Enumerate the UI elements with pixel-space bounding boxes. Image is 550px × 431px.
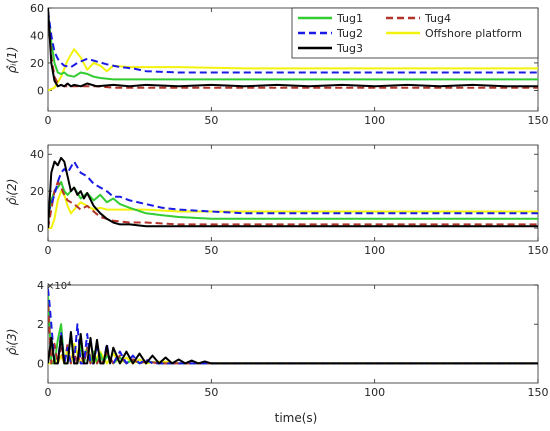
y-tick-label-1-40: 40	[30, 148, 44, 161]
axes-box-1	[47, 144, 539, 242]
legend-entry-tug1: Tug1	[298, 12, 363, 25]
series-tug2-panel-1	[48, 10, 538, 74]
subplot-rho3-multiplier: ×10⁴	[46, 281, 71, 292]
legend-label-tug4: Tug4	[424, 12, 451, 25]
y-tick-label-0-20: 20	[30, 57, 44, 70]
x-axis-label: time(s)	[275, 411, 318, 425]
y-tick-label-0-40: 40	[30, 29, 44, 42]
legend: Tug1 Tug2 Tug3 Tug4 Offshore platform	[291, 7, 539, 59]
legend-entry-offshore-platform: Offshore platform	[386, 27, 522, 40]
legend-entry-tug2: Tug2	[298, 27, 363, 40]
legend-entry-tug3: Tug3	[298, 42, 363, 55]
axes-box-2	[47, 284, 539, 384]
series-tug2-panel-2	[48, 160, 538, 215]
subplot-rho1-ylabel: ρ̂ᵢ(1)	[5, 47, 19, 74]
legend-label-tug2: Tug2	[336, 27, 363, 40]
x-tick-label-0-50: 50	[204, 114, 218, 127]
series-tug3-panel-3	[48, 331, 538, 365]
series-tug1-panel-1	[48, 14, 538, 81]
subplot-rho3-ylabel: ρ̂ᵢ(3)	[5, 329, 19, 356]
series-tug3-panel-2	[48, 156, 538, 229]
y-tick-label-0-60: 60	[30, 2, 44, 15]
subplot-rho2: ρ̂ᵢ(2) 0 50 100 150 0 20 40	[5, 144, 549, 257]
x-tick-label-1-150: 150	[528, 244, 549, 257]
y-tick-label-2-2: 2	[37, 318, 44, 331]
x-tick-label-1-0: 0	[45, 244, 52, 257]
y-tick-label-2-0: 0	[37, 357, 44, 370]
subplot-rho2-ylabel: ρ̂ᵢ(2)	[5, 179, 19, 206]
subplot-rho3: ρ̂ᵢ(3) ×10⁴ 0 50 100 150 0 2 4	[5, 279, 549, 399]
subplot-rho1: ρ̂ᵢ(1) 0 50 100 150 0 20 40 60	[5, 2, 549, 127]
series-tug3-panel-1	[48, 8, 538, 88]
x-tick-label-2-0: 0	[45, 386, 52, 399]
x-tick-label-1-50: 50	[204, 244, 218, 257]
y-tick-label-0-0: 0	[37, 84, 44, 97]
legend-label-offshore-platform: Offshore platform	[425, 27, 522, 40]
x-tick-label-1-100: 100	[364, 244, 385, 257]
legend-label-tug1: Tug1	[336, 12, 363, 25]
y-tick-label-1-20: 20	[30, 185, 44, 198]
legend-label-tug3: Tug3	[336, 42, 363, 55]
x-tick-label-2-50: 50	[204, 386, 218, 399]
x-tick-label-2-150: 150	[528, 386, 549, 399]
y-tick-label-1-0: 0	[37, 222, 44, 235]
x-tick-label-0-150: 150	[528, 114, 549, 127]
series-tug4-panel-1	[48, 10, 538, 89]
y-tick-label-2-4: 4	[37, 279, 44, 292]
x-tick-label-0-0: 0	[45, 114, 52, 127]
x-tick-label-0-100: 100	[364, 114, 385, 127]
series-tug4-panel-2	[48, 180, 538, 229]
series-tug1-panel-2	[48, 180, 538, 220]
x-tick-label-2-100: 100	[364, 386, 385, 399]
legend-entry-tug4: Tug4	[386, 12, 451, 25]
